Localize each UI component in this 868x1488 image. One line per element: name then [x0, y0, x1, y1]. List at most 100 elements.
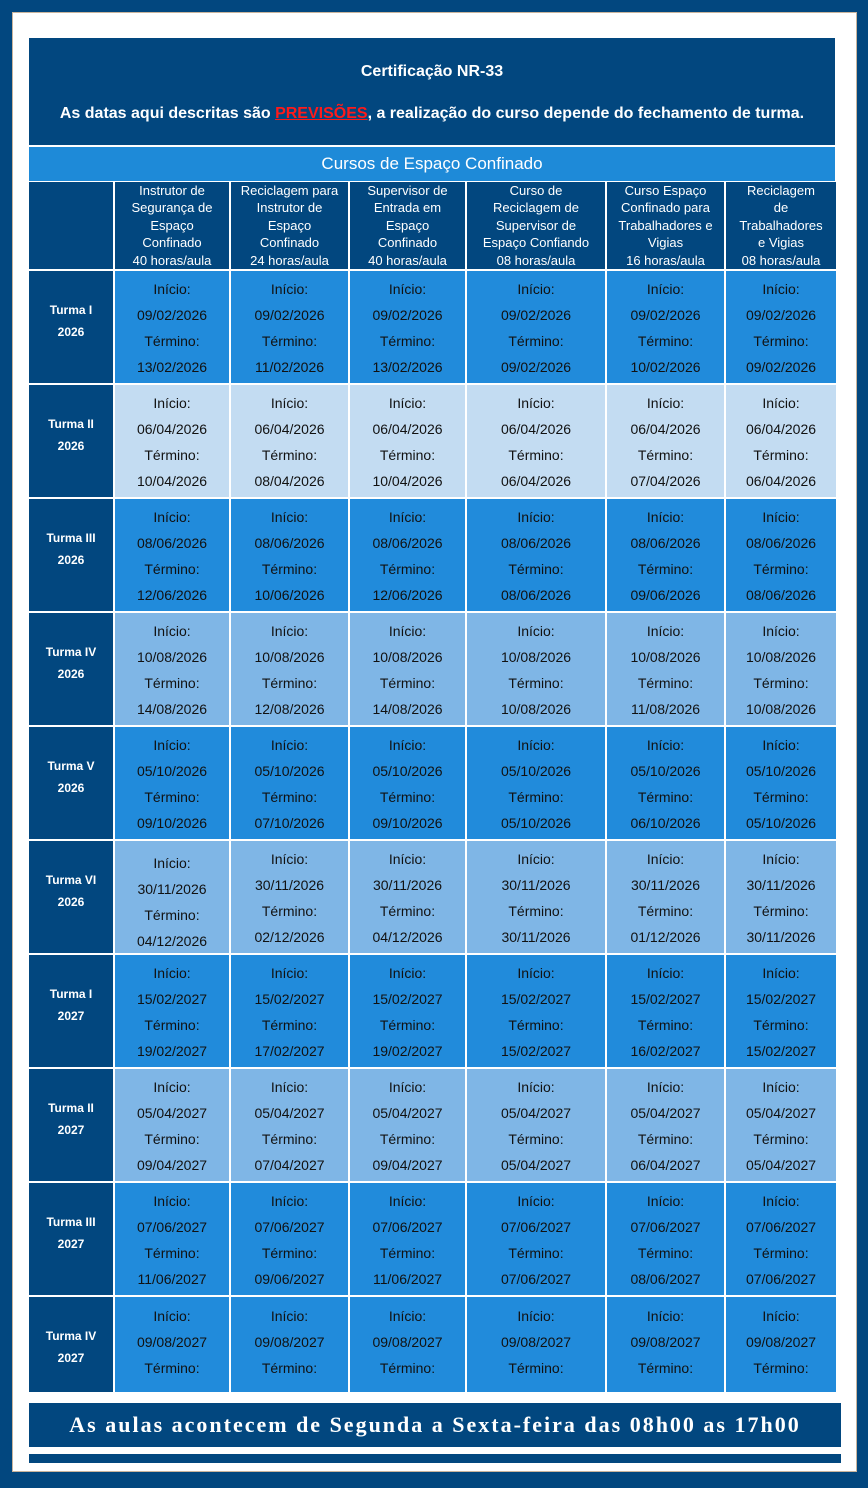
turma-year: 2026: [57, 325, 85, 339]
schedule-cell: Início: 10/08/2026 Término: 14/08/2026: [350, 613, 465, 725]
end-label: Término:: [753, 447, 809, 463]
end-date: 13/02/2026: [136, 359, 208, 375]
end-label: Término:: [379, 903, 436, 919]
start-label: Início:: [762, 965, 800, 981]
start-label: Início:: [517, 281, 555, 297]
end-date: 10/02/2026: [630, 359, 701, 375]
schedule-cell: Início: 15/02/2027 Término: 17/02/2027: [231, 955, 348, 1067]
end-date: 12/06/2026: [136, 587, 208, 603]
start-label: Início:: [153, 623, 191, 639]
end-label: Término:: [144, 1245, 200, 1261]
end-label: Término:: [144, 1360, 200, 1376]
schedule-cell: Início: 05/10/2026 Término: 05/10/2026: [467, 727, 605, 839]
start-label: Início:: [762, 509, 800, 525]
end-label: Término:: [637, 903, 694, 919]
end-date: 09/04/2027: [136, 1157, 208, 1173]
row-header: Turma V 2026: [29, 727, 113, 839]
schedule-cell: Início: 05/10/2026 Término: 07/10/2026: [231, 727, 348, 839]
end-label: Término:: [379, 1245, 436, 1261]
end-date: 06/04/2027: [630, 1157, 701, 1173]
end-date: 07/06/2027: [745, 1271, 817, 1287]
end-date: 09/06/2026: [630, 587, 701, 603]
start-date: 06/04/2026: [500, 421, 572, 437]
end-date: 05/04/2027: [745, 1157, 817, 1173]
end-date: 12/06/2026: [372, 587, 443, 603]
row-header: Turma III 2027: [29, 1183, 113, 1295]
end-date: 07/04/2027: [254, 1157, 325, 1173]
start-date: 06/04/2026: [254, 421, 325, 437]
turma-year: 2026: [57, 895, 85, 909]
schedule-cell: Início: 09/02/2026 Término: 09/02/2026: [467, 271, 605, 383]
start-label: Início:: [388, 281, 427, 297]
start-label: Início:: [153, 737, 191, 753]
column-header: Supervisor de Entrada em Espaço Confinad…: [350, 182, 465, 269]
start-date: 15/02/2027: [630, 991, 701, 1007]
end-label: Término:: [753, 789, 809, 805]
start-label: Início:: [517, 737, 555, 753]
course-title: Reciclagem de Trabalhadores e Vigias: [739, 182, 823, 251]
course-title: Curso Espaço Confinado para Trabalhadore…: [618, 182, 713, 251]
end-label: Término:: [379, 789, 436, 805]
schedule-cell: Início: 07/06/2027 Término: 09/06/2027: [231, 1183, 348, 1295]
start-label: Início:: [517, 965, 555, 981]
column-header: Reciclagem de Trabalhadores e Vigias 08 h…: [726, 182, 836, 269]
end-date: 09/04/2027: [372, 1157, 443, 1173]
start-date: 09/02/2026: [500, 307, 572, 323]
end-label: Término:: [508, 1245, 564, 1261]
start-date: 05/10/2026: [372, 763, 443, 779]
course-title: Instrutor de Segurança de Espaço Confina…: [131, 182, 213, 251]
schedule-cell: Início: 06/04/2026 Término: 06/04/2026: [467, 385, 605, 497]
end-label: Término:: [144, 561, 200, 577]
end-label: Término:: [379, 447, 436, 463]
row-header: Turma III 2026: [29, 499, 113, 611]
end-date: 16/02/2027: [630, 1043, 701, 1059]
footer-bar: [29, 1454, 841, 1463]
start-date: 09/02/2026: [254, 307, 325, 323]
start-label: Início:: [270, 281, 309, 297]
end-label: Término:: [261, 903, 318, 919]
end-label: Término:: [379, 1131, 436, 1147]
turma-year: 2027: [57, 1009, 85, 1023]
row-header: Turma IV 2026: [29, 613, 113, 725]
start-label: Início:: [153, 281, 191, 297]
end-label: Término:: [753, 333, 809, 349]
schedule-cell: Início: 30/11/2026 Término: 01/12/2026: [607, 841, 724, 953]
forecast-notice: As datas aqui descritas são PREVISÕES, a…: [29, 104, 835, 124]
end-date: 10/08/2026: [500, 701, 572, 717]
end-date: 11/06/2027: [137, 1271, 207, 1287]
schedule-cell: Início: 30/11/2026 Término: 30/11/2026: [467, 841, 605, 953]
schedule-cell: Início: 09/02/2026 Término: 13/02/2026: [115, 271, 229, 383]
schedule-cell: Início: 30/11/2026 Término: 02/12/2026: [231, 841, 348, 953]
end-label: Término:: [753, 903, 809, 919]
start-date: 05/10/2026: [500, 763, 572, 779]
turma-label: Turma IV: [45, 1329, 97, 1343]
table-corner: [29, 182, 113, 269]
schedule-cell: Início: 10/08/2026 Término: 14/08/2026: [115, 613, 229, 725]
end-label: Término:: [637, 1017, 694, 1033]
start-label: Início:: [762, 1193, 800, 1209]
end-date: 04/12/2026: [372, 929, 443, 945]
end-label: Término:: [261, 447, 318, 463]
start-label: Início:: [517, 1308, 555, 1324]
end-date: 08/06/2026: [745, 587, 817, 603]
end-label: Término:: [144, 907, 200, 923]
end-label: Término:: [753, 561, 809, 577]
start-label: Início:: [388, 851, 427, 867]
schedule-cell: Início: 09/08/2027 Término:: [467, 1297, 605, 1392]
start-date: 30/11/2026: [372, 877, 443, 893]
end-date: 30/11/2026: [746, 929, 816, 945]
course-hours: 24 horas/aula: [250, 252, 329, 268]
end-date: 15/02/2027: [500, 1043, 572, 1059]
start-label: Início:: [270, 851, 309, 867]
end-date: 05/10/2026: [500, 815, 572, 831]
column-header: Reciclagem para Instrutor de Espaço Conf…: [231, 182, 348, 269]
end-label: Término:: [379, 561, 436, 577]
start-date: 30/11/2026: [501, 877, 571, 893]
start-date: 15/02/2027: [372, 991, 443, 1007]
end-date: 02/12/2026: [254, 929, 325, 945]
start-label: Início:: [646, 851, 685, 867]
end-label: Término:: [508, 903, 564, 919]
start-date: 05/04/2027: [136, 1105, 208, 1121]
start-date: 09/08/2027: [136, 1334, 208, 1350]
end-date: 10/08/2026: [745, 701, 817, 717]
